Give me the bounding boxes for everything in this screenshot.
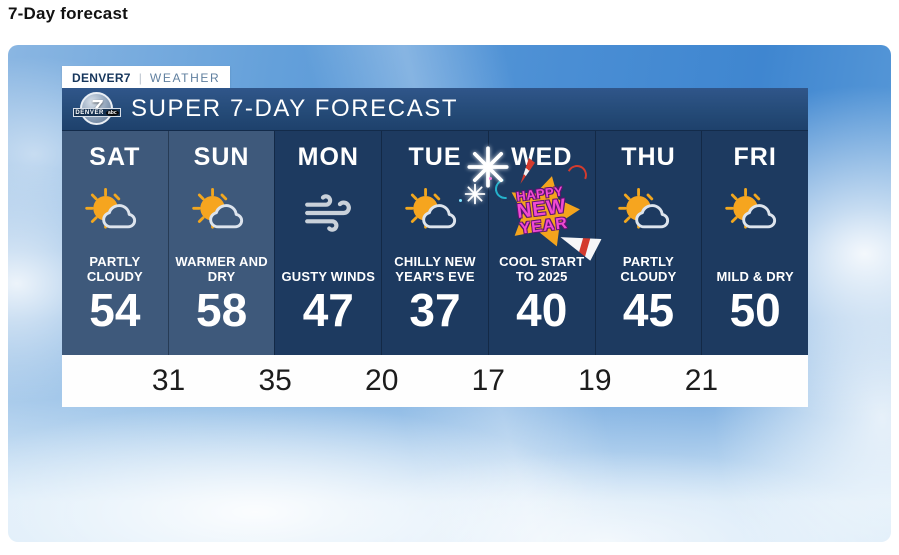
day-column-tue: TUE CHILLY NEW YEAR'S EVE 37	[381, 131, 509, 355]
high-temp: 37	[409, 284, 461, 336]
abc-logo: abc	[105, 109, 119, 116]
low-temp: 17	[471, 364, 505, 397]
logo-band: DENVER abc	[73, 108, 121, 117]
day-column-mon: MON GUSTY WINDS 47	[274, 131, 382, 355]
denver7-logo: 7 DENVER abc	[73, 91, 121, 127]
forecast-board: 7 DENVER abc SUPER 7-DAY FORECAST SAT PA…	[62, 88, 809, 407]
high-temp: 40	[516, 284, 568, 336]
firework-spark	[488, 177, 492, 180]
station-tag: DENVER7 | WEATHER	[62, 66, 231, 98]
day-column-fri: FRI MILD & DRY 50	[701, 131, 809, 355]
low-temp: 20	[365, 364, 399, 397]
logo-station-text: DENVER	[75, 109, 104, 116]
partly-cloudy-icon	[85, 187, 136, 229]
low-temp: 35	[258, 364, 292, 397]
low-temp: 31	[151, 364, 186, 397]
low-temps-strip: 31 35 20 17 19 21	[62, 355, 808, 407]
day-column-wed: WED HAPPY NEW YEAR	[487, 131, 595, 355]
day-label: SAT	[89, 143, 141, 171]
sky-photo: DENVER7 | WEATHER 7 DENVER abc SUPER 7-D…	[8, 45, 891, 542]
day-label: THU	[621, 143, 676, 171]
condition-label: COOL START TO 2025	[499, 254, 585, 285]
day-label: FRI	[733, 143, 777, 171]
condition-label: PARTLY CLOUDY	[86, 254, 143, 285]
board-header: 7 DENVER abc SUPER 7-DAY FORECAST	[62, 88, 808, 131]
station-name: DENVER7	[72, 70, 131, 85]
tag-divider: |	[138, 70, 142, 85]
high-temp: 58	[195, 284, 248, 336]
partly-cloudy-icon	[725, 187, 777, 229]
condition-label: PARTLY CLOUDY	[620, 254, 677, 285]
low-temp: 19	[578, 364, 612, 397]
partly-cloudy-icon	[405, 187, 457, 229]
day-label: WED	[511, 143, 573, 171]
station-section: WEATHER	[149, 70, 221, 85]
low-temp: 21	[684, 364, 719, 397]
high-temp: 45	[622, 284, 675, 336]
high-temp: 50	[729, 284, 781, 336]
day-column-sun: SUN WARMER AND DRY 58	[167, 131, 275, 355]
partly-cloudy-icon	[191, 187, 243, 229]
day-label: MON	[297, 143, 359, 171]
condition-label: WARMER AND DRY	[175, 254, 268, 285]
day-label: TUE	[408, 143, 462, 171]
board-title: SUPER 7-DAY FORECAST	[131, 95, 459, 122]
firework-spark	[458, 199, 462, 202]
day-column-thu: THU PARTLY CLOUDY 45	[594, 131, 702, 355]
high-temp: 47	[302, 284, 354, 336]
day-columns: SAT PARTLY CLOUDY 54 SUN WARMER AND DRY …	[62, 131, 809, 355]
high-temp: 54	[89, 284, 141, 336]
firework-burst-icon	[464, 183, 486, 205]
page-title: 7-Day forecast	[8, 4, 128, 23]
day-label: SUN	[193, 143, 250, 171]
condition-label: CHILLY NEW YEAR'S EVE	[394, 254, 476, 285]
partly-cloudy-icon	[618, 187, 670, 229]
wind-icon	[305, 194, 352, 232]
condition-label: GUSTY WINDS	[281, 269, 376, 285]
day-column-sat: SAT PARTLY CLOUDY 54	[62, 131, 168, 355]
condition-label: MILD & DRY	[716, 269, 794, 285]
